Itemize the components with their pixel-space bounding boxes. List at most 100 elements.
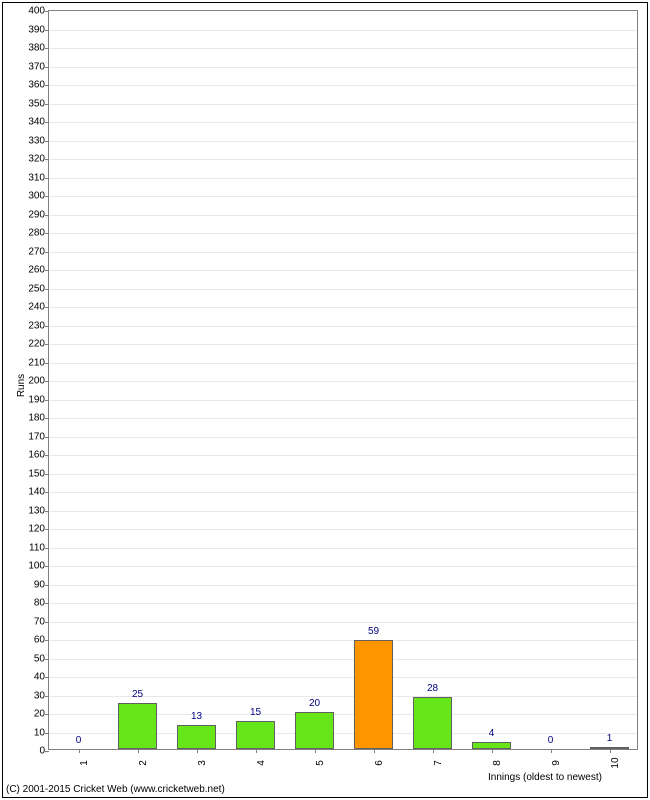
gridline [49,400,637,401]
gridline [49,178,637,179]
ytick-label: 200 [28,376,49,387]
gridline [49,529,637,530]
gridline [49,289,637,290]
xtick-label: 2 [138,760,149,766]
ytick-label: 330 [28,135,49,146]
ytick-label: 190 [28,394,49,405]
xtick-mark [610,749,611,753]
ytick-label: 360 [28,80,49,91]
xtick-label: 4 [256,760,267,766]
gridline [49,511,637,512]
xtick-label: 9 [551,760,562,766]
ytick-label: 270 [28,246,49,257]
gridline [49,363,637,364]
gridline [49,566,637,567]
xtick-mark [138,749,139,753]
bar [413,697,451,749]
gridline [49,622,637,623]
xtick-label: 3 [197,760,208,766]
gridline [49,603,637,604]
ytick-label: 180 [28,413,49,424]
ytick-label: 80 [34,598,49,609]
bar [177,725,215,749]
gridline [49,492,637,493]
xtick-mark [551,749,552,753]
gridline [49,381,637,382]
xtick-mark [315,749,316,753]
bar [354,640,392,749]
ytick-label: 240 [28,302,49,313]
xtick-mark [197,749,198,753]
ytick-label: 340 [28,117,49,128]
bar-value-label: 13 [191,711,202,722]
ytick-label: 390 [28,24,49,35]
xtick-mark [256,749,257,753]
ytick-label: 210 [28,357,49,368]
gridline [49,67,637,68]
bar-value-label: 0 [548,735,554,746]
xtick-label: 7 [433,760,444,766]
bar [295,712,333,749]
ytick-label: 320 [28,154,49,165]
bar-value-label: 1 [607,733,613,744]
xtick-mark [433,749,434,753]
ytick-label: 90 [34,579,49,590]
gridline [49,215,637,216]
gridline [49,233,637,234]
xtick-label: 5 [315,760,326,766]
gridline [49,677,637,678]
gridline [49,585,637,586]
ytick-label: 400 [28,6,49,17]
ytick-label: 150 [28,468,49,479]
ytick-label: 370 [28,61,49,72]
ytick-label: 160 [28,450,49,461]
gridline [49,455,637,456]
gridline [49,104,637,105]
ytick-label: 120 [28,524,49,535]
bar-value-label: 25 [132,689,143,700]
gridline [49,659,637,660]
ytick-label: 100 [28,561,49,572]
xtick-label: 8 [492,760,503,766]
ytick-label: 0 [39,746,49,757]
bar-value-label: 15 [250,707,261,718]
ytick-label: 230 [28,320,49,331]
gridline [49,437,637,438]
bar-value-label: 59 [368,626,379,637]
ytick-label: 350 [28,98,49,109]
gridline [49,418,637,419]
plot-area: 0102030405060708090100110120130140150160… [48,10,638,750]
ytick-label: 20 [34,709,49,720]
gridline [49,196,637,197]
ytick-label: 300 [28,191,49,202]
bar-value-label: 4 [489,728,495,739]
ytick-label: 260 [28,265,49,276]
xtick-mark [374,749,375,753]
bar-value-label: 20 [309,698,320,709]
xtick-label: 6 [374,760,385,766]
gridline [49,159,637,160]
gridline [49,270,637,271]
copyright-text: (C) 2001-2015 Cricket Web (www.cricketwe… [6,784,225,795]
gridline [49,48,637,49]
gridline [49,30,637,31]
bar-value-label: 0 [76,735,82,746]
xtick-mark [79,749,80,753]
ytick-label: 110 [29,542,49,553]
gridline [49,326,637,327]
ytick-label: 380 [28,43,49,54]
chart-container: 0102030405060708090100110120130140150160… [0,0,650,800]
gridline [49,640,637,641]
xtick-label: 10 [610,757,621,768]
gridline [49,122,637,123]
bar [472,742,510,749]
y-axis-label: Runs [16,374,27,397]
ytick-label: 290 [28,209,49,220]
ytick-label: 130 [28,505,49,516]
ytick-label: 280 [28,228,49,239]
ytick-label: 170 [28,431,49,442]
ytick-label: 40 [34,672,49,683]
gridline [49,252,637,253]
gridline [49,307,637,308]
ytick-label: 50 [34,653,49,664]
